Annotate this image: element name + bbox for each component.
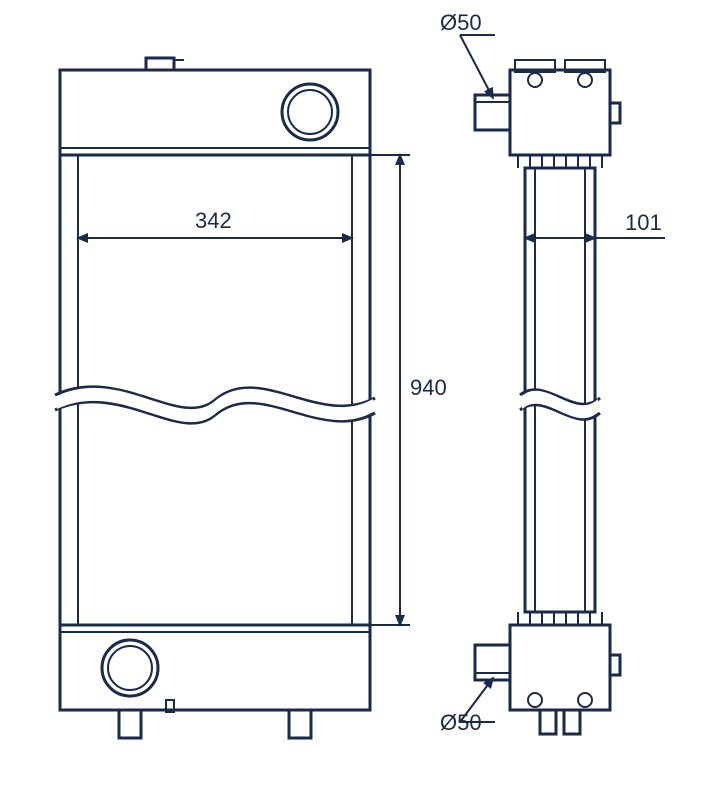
side-view <box>475 60 620 734</box>
technical-drawing: 342 940 101 Ø50 Ø50 <box>0 0 720 800</box>
front-view <box>55 58 375 738</box>
dim-width-label: 342 <box>195 208 232 233</box>
dim-height-label: 940 <box>410 375 447 400</box>
dim-depth-label: 101 <box>625 210 662 235</box>
dim-port-top-label: Ø50 <box>440 10 482 35</box>
